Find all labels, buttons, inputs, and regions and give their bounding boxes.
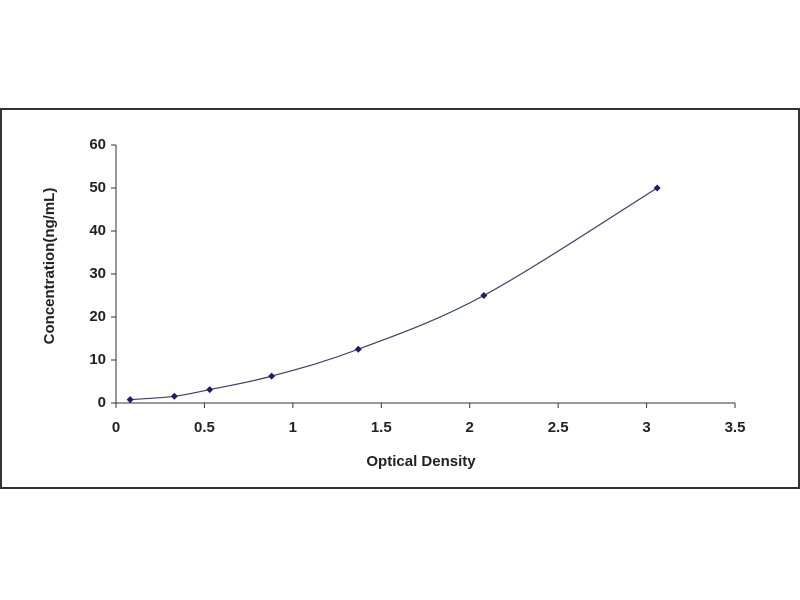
x-tick-label: 3.5 [725, 419, 746, 436]
x-tick-label: 0 [112, 419, 120, 436]
x-tick-label: 2 [466, 419, 474, 436]
x-tick-label: 1 [289, 419, 297, 436]
y-axis-label: Concentration(ng/mL) [41, 188, 58, 345]
data-point [653, 184, 661, 192]
data-point [170, 392, 178, 400]
y-tick-label: 0 [98, 394, 106, 411]
x-axis-label: Optical Density [366, 453, 476, 470]
fit-curve [130, 187, 658, 401]
data-point [268, 372, 276, 380]
y-tick-label: 30 [89, 265, 106, 282]
y-tick-label: 50 [89, 179, 106, 196]
x-tick-label: 3 [642, 419, 650, 436]
y-tick-label: 40 [89, 222, 106, 239]
y-tick-label: 60 [89, 136, 106, 153]
data-point [126, 396, 134, 404]
y-tick-label: 10 [89, 351, 106, 368]
x-tick-label: 0.5 [194, 419, 215, 436]
y-tick-label: 20 [89, 308, 106, 325]
x-tick-label: 2.5 [548, 419, 569, 436]
x-tick-label: 1.5 [371, 419, 392, 436]
chart-frame [0, 108, 800, 489]
data-point [354, 345, 362, 353]
data-point [480, 292, 488, 299]
data-point [206, 386, 214, 394]
